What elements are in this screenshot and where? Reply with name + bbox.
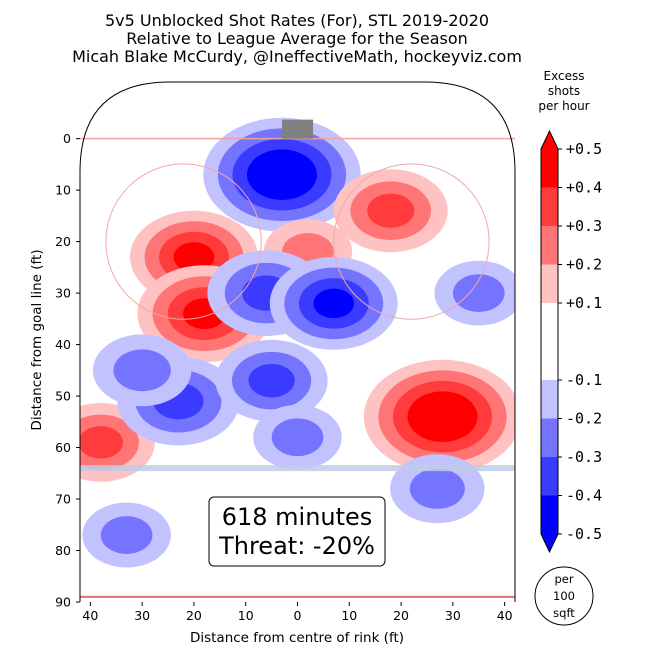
heat-region [92,334,192,407]
colorbar-band [541,149,558,188]
heat-region [363,359,515,474]
colorbar-tick-label: +0.1 [566,294,602,312]
colorbar-max-extension [541,131,558,149]
x-axis-label: Distance from centre of rink (ft) [190,630,404,646]
heat-contour [313,288,355,319]
heat-region [253,404,342,470]
colorbar-band [541,226,558,265]
summary-box [208,496,386,567]
colorbar-tick-label: -0.5 [566,525,602,543]
colorbar: Excess shots per hour +0.5+0.4+0.3+0.2+0… [538,69,602,554]
colorbar-title-line-2: shots [548,84,580,98]
chart-title-line-3: Micah Blake McCurdy, @IneffectiveMath, h… [72,47,522,66]
heat-contour [452,274,505,312]
rink-boards [79,81,516,602]
heat-contour [271,418,324,457]
heat-region [215,339,328,422]
y-tick-label: 0 [63,131,71,146]
y-tick-label: 30 [55,286,71,301]
heat-contour [80,426,123,459]
heat-region [82,502,171,568]
colorbar-band [541,457,558,496]
colorbar-band [541,187,558,226]
y-tick-label: 20 [55,234,71,249]
colorbar-tick-label: +0.3 [566,217,602,235]
colorbar-band [541,380,558,419]
threat-text: Threat: -20% [218,532,375,560]
colorbar-title-line-1: Excess [544,69,585,83]
x-tick-label: 20 [186,608,202,623]
heat-contour [248,363,295,398]
heat-contour [367,193,415,228]
x-tick-label: 20 [393,608,409,623]
faceoff-circle [333,163,490,320]
heat-contour [173,242,215,272]
y-tick-label: 70 [55,492,71,507]
heat-contour [261,159,303,190]
x-tick-label: 40 [497,608,513,623]
colorbar-band [541,495,558,534]
summary-annotation: 618 minutes Threat: -20% [208,496,386,567]
y-tick-label: 40 [55,337,71,352]
heat-region [203,117,361,232]
heat-region [434,260,515,326]
heatmap-layer [80,82,515,602]
heat-region [333,169,448,253]
y-tick-label: 80 [55,543,71,558]
minutes-text: 618 minutes [222,503,373,531]
colorbar-title-line-3: per hour [538,99,589,113]
colorbar-tick-label: -0.3 [566,448,602,466]
unit-badge-line-1: per [554,572,573,586]
colorbar-band [541,418,558,457]
unit-badge-line-2: 100 [553,589,575,603]
heat-contour [409,468,465,509]
blue-line [80,465,515,472]
x-tick-label: 10 [238,608,254,623]
unit-badge: per 100 sqft [534,566,594,626]
heat-region [269,256,398,350]
x-tick-label: 0 [294,608,302,623]
faceoff-circle [105,163,262,320]
heat-contour [113,349,171,392]
x-axis-ticks: 40 30 20 10 0 10 20 30 40 [82,602,513,623]
goal-net [281,119,314,139]
x-tick-label: 30 [134,608,150,623]
y-axis-ticks: 0 10 20 30 40 50 60 70 80 90 [55,131,80,610]
rink-markings [80,119,515,598]
chart-title-line-2: Relative to League Average for the Seaso… [126,29,468,48]
colorbar-min-extension [541,534,558,552]
x-tick-label: 30 [445,608,461,623]
colorbar-bands [541,131,558,552]
x-tick-label: 40 [82,608,98,623]
heat-contour [422,401,463,432]
x-tick-label: 10 [341,608,357,623]
chart-title-line-1: 5v5 Unblocked Shot Rates (For), STL 2019… [105,11,489,30]
colorbar-tick-label: +0.4 [566,179,602,197]
colorbar-tick-label: +0.2 [566,256,602,274]
heat-region [390,454,485,524]
heat-contour [100,516,153,554]
colorbar-tick-label: -0.1 [566,371,602,389]
y-tick-label: 60 [55,440,71,455]
colorbar-band [541,303,558,380]
colorbar-tick-label: -0.4 [566,487,602,505]
unit-badge-line-3: sqft [553,606,575,620]
colorbar-tick-label: -0.2 [566,410,602,428]
y-tick-label: 10 [55,183,71,198]
y-tick-label: 90 [55,595,71,610]
colorbar-tick-label: +0.5 [566,140,602,158]
y-tick-label: 50 [55,389,71,404]
colorbar-band [541,264,558,303]
y-axis-label: Distance from goal line (ft) [29,249,45,430]
plot-area: 40 30 20 10 0 10 20 30 40 0 10 20 30 40 50 60 70 80 90 [55,81,516,623]
unit-badge-circle [534,566,594,626]
colorbar-ticks: +0.5 +0.4 +0.3 +0.2 +0.1 -0.1 -0.2 -0.3 -0.4 -0.5 [558,140,602,543]
